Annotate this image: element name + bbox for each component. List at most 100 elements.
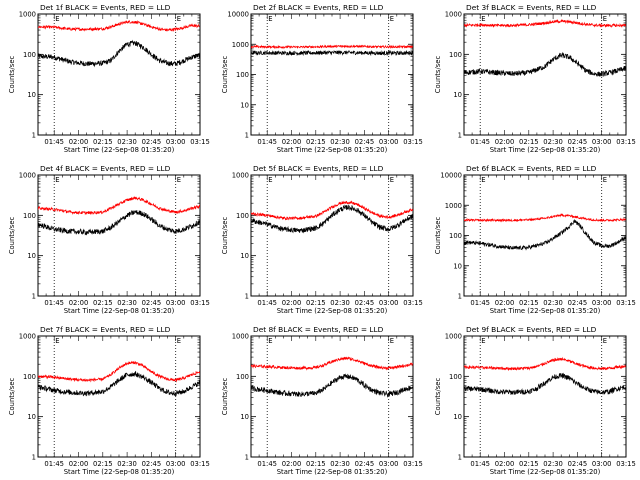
y-tick-label: 10: [240, 413, 249, 421]
chart-title: Det 3f BLACK = Events, RED = LLD: [466, 3, 597, 12]
x-tick-label: 03:15: [403, 299, 423, 307]
y-axis-label: Counts/sec: [8, 56, 16, 94]
x-tick-label: 01:45: [44, 299, 64, 307]
y-tick-label: 10000: [440, 172, 462, 180]
x-tick-label: 02:45: [142, 138, 162, 146]
y-tick-label: 100: [449, 51, 462, 59]
y-tick-label: 10: [453, 413, 462, 421]
detector-chart-7: Det 7f BLACK = Events, RED = LLD 1 10 100 10…: [8, 325, 210, 476]
lld-series-line: [251, 200, 413, 221]
y-tick-label: 10: [240, 101, 249, 109]
marker-label: E: [390, 176, 394, 184]
x-tick-label: 02:00: [69, 460, 89, 468]
x-tick-label: 02:15: [519, 138, 539, 146]
chart-title: Det 2f BLACK = Events, RED = LLD: [253, 3, 384, 12]
chart-title: Det 7f BLACK = Events, RED = LLD: [40, 325, 171, 334]
lld-series-line: [38, 19, 200, 33]
detector-chart-8: Det 8f BLACK = Events, RED = LLD 1 10 100 10…: [221, 325, 423, 476]
x-tick-label: 03:15: [403, 460, 423, 468]
y-tick-label: 1: [245, 454, 249, 462]
marker-label: E: [603, 176, 607, 184]
y-tick-label: 1: [32, 454, 36, 462]
events-series-line: [38, 39, 200, 68]
x-tick-label: 02:00: [495, 138, 515, 146]
detector-chart-5: Det 5f BLACK = Events, RED = LLD 1 10 100 10…: [221, 164, 423, 315]
y-tick-label: 10000: [227, 11, 249, 19]
detector-chart-1: Det 1f BLACK = Events, RED = LLD 1 10 100 10…: [8, 3, 210, 154]
x-tick-label: 02:45: [568, 460, 588, 468]
marker-label: E: [55, 337, 59, 345]
y-tick-label: 100: [449, 232, 462, 240]
y-axis-label: Counts/sec: [434, 378, 442, 416]
marker-label: E: [177, 337, 181, 345]
x-axis-label: Start Time (22-Sep-08 01:35:20): [64, 307, 175, 315]
y-tick-label: 1000: [445, 333, 462, 341]
x-tick-label: 02:15: [306, 299, 326, 307]
x-tick-label: 03:15: [190, 460, 210, 468]
x-tick-label: 03:15: [616, 460, 636, 468]
events-series-line: [38, 370, 200, 397]
y-tick-label: 100: [23, 212, 36, 220]
x-tick-label: 02:15: [93, 299, 113, 307]
marker-label: E: [177, 15, 181, 23]
y-tick-label: 100: [449, 373, 462, 381]
x-axis-label: Start Time (22-Sep-08 01:35:20): [490, 307, 601, 315]
marker-label: E: [481, 15, 485, 23]
y-tick-label: 1: [245, 293, 249, 301]
y-tick-label: 10: [27, 252, 36, 260]
y-tick-label: 10: [27, 413, 36, 421]
x-axis-label: Start Time (22-Sep-08 01:35:20): [64, 146, 175, 154]
x-tick-label: 02:45: [142, 299, 162, 307]
y-axis-label: Counts/sec: [221, 217, 229, 255]
lld-series-line: [38, 195, 200, 216]
x-tick-label: 03:15: [616, 299, 636, 307]
y-axis-label: Counts/sec: [221, 378, 229, 416]
x-tick-label: 02:30: [543, 299, 563, 307]
y-tick-label: 10: [453, 262, 462, 270]
x-tick-label: 03:00: [592, 138, 612, 146]
x-tick-label: 02:30: [330, 299, 350, 307]
lld-series-line: [464, 19, 626, 28]
y-tick-label: 1000: [19, 11, 36, 19]
x-axis-label: Start Time (22-Sep-08 01:35:20): [490, 468, 601, 476]
y-tick-label: 100: [23, 373, 36, 381]
x-tick-label: 02:00: [282, 138, 302, 146]
x-tick-label: 03:00: [379, 138, 399, 146]
lld-series-line: [251, 44, 413, 50]
marker-label: E: [177, 176, 181, 184]
y-tick-label: 10: [453, 91, 462, 99]
y-tick-label: 100: [236, 373, 249, 381]
x-tick-label: 01:45: [257, 138, 277, 146]
x-tick-label: 02:00: [495, 299, 515, 307]
x-tick-label: 02:00: [69, 138, 89, 146]
detector-chart-6: Det 6f BLACK = Events, RED = LLD 1 10 100 10…: [434, 164, 636, 315]
x-tick-label: 02:15: [519, 299, 539, 307]
marker-label: E: [390, 337, 394, 345]
x-tick-label: 02:00: [282, 299, 302, 307]
x-tick-label: 01:45: [470, 299, 490, 307]
x-axis-label: Start Time (22-Sep-08 01:35:20): [277, 146, 388, 154]
detector-chart-4: Det 4f BLACK = Events, RED = LLD 1 10 100 10…: [8, 164, 210, 315]
x-tick-label: 03:00: [379, 299, 399, 307]
marker-label: E: [268, 337, 272, 345]
x-tick-label: 02:15: [93, 460, 113, 468]
x-tick-label: 02:15: [93, 138, 113, 146]
x-tick-label: 02:45: [355, 460, 375, 468]
x-tick-label: 02:45: [568, 299, 588, 307]
x-tick-label: 02:45: [568, 138, 588, 146]
y-tick-label: 1: [245, 132, 249, 140]
x-tick-label: 02:45: [355, 299, 375, 307]
events-series-line: [464, 51, 626, 77]
x-tick-label: 02:30: [117, 460, 137, 468]
events-series-line: [38, 209, 200, 236]
detector-chart-3: Det 3f BLACK = Events, RED = LLD 1 10 100 10…: [434, 3, 636, 154]
x-tick-label: 02:15: [306, 138, 326, 146]
chart-title: Det 4f BLACK = Events, RED = LLD: [40, 164, 171, 173]
x-tick-label: 03:00: [166, 138, 186, 146]
y-tick-label: 10: [240, 252, 249, 260]
lld-series-line: [38, 360, 200, 383]
x-tick-label: 02:30: [330, 460, 350, 468]
events-series-line: [251, 373, 413, 398]
x-tick-label: 02:15: [519, 460, 539, 468]
x-tick-label: 03:00: [166, 299, 186, 307]
